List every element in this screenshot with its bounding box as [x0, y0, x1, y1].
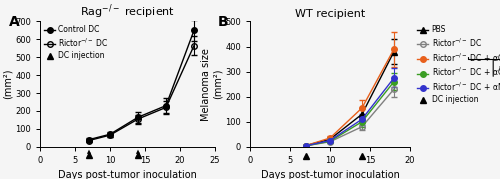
X-axis label: Days post-tumor inoculation: Days post-tumor inoculation	[260, 170, 400, 179]
Y-axis label: Melanoma size
(mm²): Melanoma size (mm²)	[0, 48, 12, 121]
Legend: Control DC, Rictor$^{-/-}$ DC, DC injection: Control DC, Rictor$^{-/-}$ DC, DC inject…	[44, 25, 109, 60]
Legend: PBS, Rictor$^{-/-}$ DC, Rictor$^{-/-}$ DC + αCD8Ab, Rictor$^{-/-}$ DC + αCD4Ab, : PBS, Rictor$^{-/-}$ DC, Rictor$^{-/-}$ D…	[417, 25, 500, 104]
Text: B: B	[218, 15, 228, 29]
Text: p=0.014: p=0.014	[498, 65, 500, 71]
Title: WT recipient: WT recipient	[295, 9, 365, 19]
Title: Rag$^{-/-}$ recipient: Rag$^{-/-}$ recipient	[80, 3, 175, 21]
X-axis label: Days post-tumor inoculation: Days post-tumor inoculation	[58, 170, 197, 179]
Y-axis label: Melanoma size
(mm²): Melanoma size (mm²)	[200, 48, 222, 121]
Text: A: A	[8, 15, 19, 29]
